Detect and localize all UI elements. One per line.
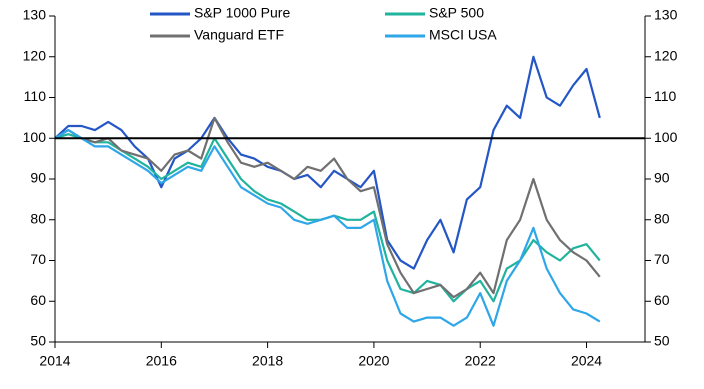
y2-tick-label: 110	[654, 88, 677, 104]
legend-label: MSCI USA	[429, 27, 497, 43]
y2-tick-label: 130	[654, 7, 678, 23]
y2-tick-label: 120	[654, 47, 678, 63]
y-tick-label: 90	[30, 170, 46, 186]
y-tick-label: 50	[30, 333, 46, 349]
y-tick-label: 120	[23, 47, 47, 63]
series-line	[54, 129, 601, 327]
y2-tick-label: 90	[654, 170, 670, 186]
y2-tick-label: 60	[654, 292, 670, 308]
x-tick-label: 2020	[358, 353, 389, 369]
y2-tick-label: 100	[654, 129, 678, 145]
x-tick-label: 2016	[146, 353, 177, 369]
y2-tick-label: 50	[654, 333, 670, 349]
x-tick-label: 2022	[465, 353, 496, 369]
y-tick-label: 70	[30, 251, 46, 267]
x-tick-label: 2018	[252, 353, 283, 369]
y-tick-label: 130	[23, 7, 47, 23]
series-line	[54, 55, 601, 270]
y2-tick-label: 70	[654, 251, 670, 267]
y-tick-label: 60	[30, 292, 46, 308]
series-line	[54, 116, 601, 299]
legend-label: S&P 1000 Pure	[194, 5, 290, 21]
y-tick-label: 80	[30, 210, 46, 226]
legend-label: Vanguard ETF	[194, 27, 284, 43]
legend-label: S&P 500	[429, 5, 484, 21]
x-tick-label: 2024	[571, 353, 602, 369]
y-tick-label: 100	[23, 129, 47, 145]
y2-tick-label: 80	[654, 210, 670, 226]
x-tick-label: 2014	[39, 353, 70, 369]
y-tick-label: 110	[24, 88, 47, 104]
